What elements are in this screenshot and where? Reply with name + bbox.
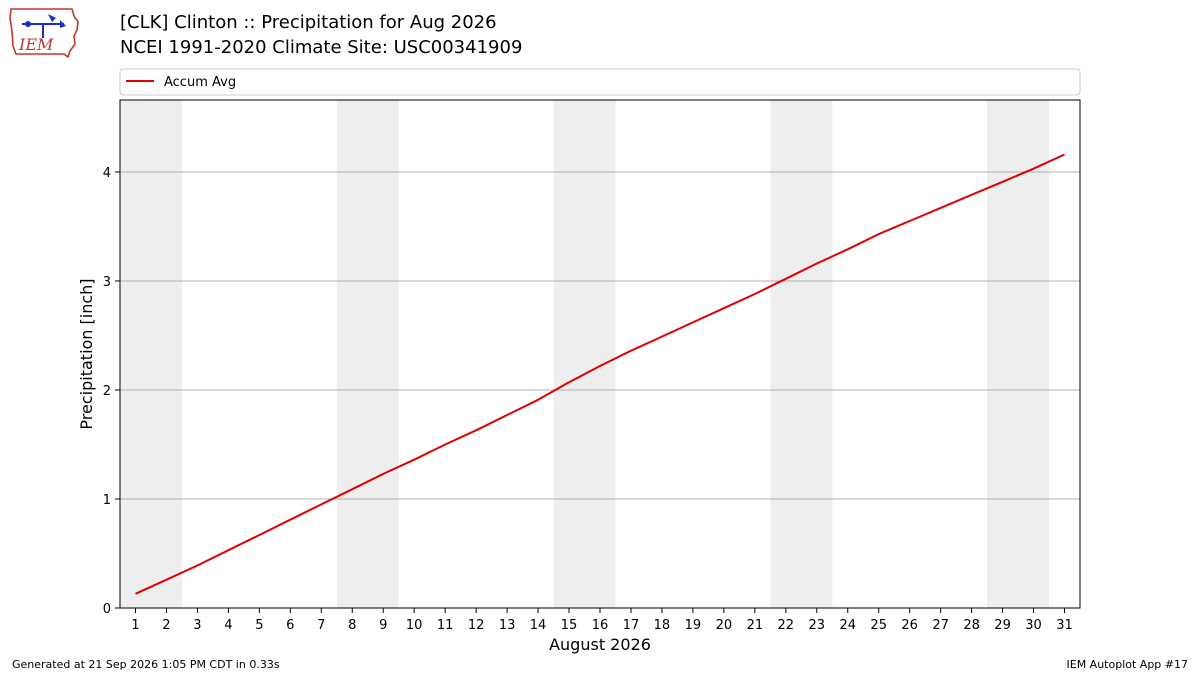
y-tick-label-4: 4 [103, 166, 111, 181]
series-line-accum-avg [135, 153, 1065, 595]
gridlines [120, 171, 1080, 500]
x-tick-label-3: 3 [193, 618, 201, 633]
x-tick-label-27: 27 [932, 618, 949, 633]
app-id: IEM Autoplot App #17 [1066, 658, 1189, 671]
x-tick-label-7: 7 [317, 618, 325, 633]
legend-label-accum-avg: Accum Avg [164, 75, 236, 90]
y-tick-label-3: 3 [103, 275, 111, 290]
x-tick-label-4: 4 [224, 618, 232, 633]
y-tick-label-1: 1 [103, 493, 111, 508]
weekend-shade-0 [120, 100, 182, 608]
iowa-outline-icon [9, 8, 79, 58]
x-tick-label-10: 10 [406, 618, 423, 633]
x-tick-label-8: 8 [348, 618, 356, 633]
x-tick-label-17: 17 [623, 618, 640, 633]
x-tick-label-26: 26 [901, 618, 918, 633]
weekend-shade-2 [553, 100, 616, 608]
x-tick-label-13: 13 [499, 618, 516, 633]
weekend-shading [120, 100, 1050, 608]
weekend-shade-1 [336, 100, 399, 608]
x-tick-label-28: 28 [963, 618, 980, 633]
x-axis-label: August 2026 [549, 635, 651, 654]
x-tick-label-6: 6 [286, 618, 294, 633]
x-tick-label-24: 24 [839, 618, 856, 633]
x-tick-label-21: 21 [747, 618, 764, 633]
x-tick-label-20: 20 [716, 618, 733, 633]
x-tick-label-30: 30 [1025, 618, 1042, 633]
x-tick-label-29: 29 [994, 618, 1011, 633]
x-tick-label-15: 15 [561, 618, 578, 633]
x-tick-label-9: 9 [379, 618, 387, 633]
iem-logo-text: IEM [18, 35, 54, 54]
x-tick-label-25: 25 [870, 618, 887, 633]
iem-logo: IEM [9, 8, 79, 58]
y-axis-ticks: 0 1 2 3 4 [103, 166, 120, 617]
x-tick-label-2: 2 [162, 618, 170, 633]
x-tick-label-11: 11 [437, 618, 454, 633]
legend-box: Accum Avg [119, 68, 1081, 96]
generated-timestamp: Generated at 21 Sep 2026 1:05 PM CDT in … [12, 658, 280, 671]
x-tick-label-12: 12 [468, 618, 485, 633]
x-tick-label-18: 18 [654, 618, 671, 633]
y-tick-label-2: 2 [103, 384, 111, 399]
x-axis-ticks: 1 2 3 4 5 6 7 8 9 10 11 12 13 14 15 16 17 18 19 20 21 22 23 24 2… [131, 608, 1073, 633]
x-tick-label-5: 5 [255, 618, 263, 633]
x-tick-label-14: 14 [530, 618, 547, 633]
x-tick-label-22: 22 [778, 618, 795, 633]
x-tick-label-16: 16 [592, 618, 609, 633]
x-tick-label-23: 23 [809, 618, 826, 633]
y-axis-label: Precipitation [inch] [77, 278, 96, 429]
chart-subtitle: NCEI 1991-2020 Climate Site: USC00341909 [120, 37, 523, 58]
series-lines [135, 153, 1065, 595]
y-tick-label-0: 0 [103, 602, 111, 617]
x-tick-label-19: 19 [685, 618, 702, 633]
x-tick-label-1: 1 [131, 618, 139, 633]
chart-title: [CLK] Clinton :: Precipitation for Aug 2… [120, 12, 497, 33]
x-tick-label-31: 31 [1056, 618, 1073, 633]
weekend-shade-3 [770, 100, 833, 608]
legend-frame [119, 68, 1081, 96]
